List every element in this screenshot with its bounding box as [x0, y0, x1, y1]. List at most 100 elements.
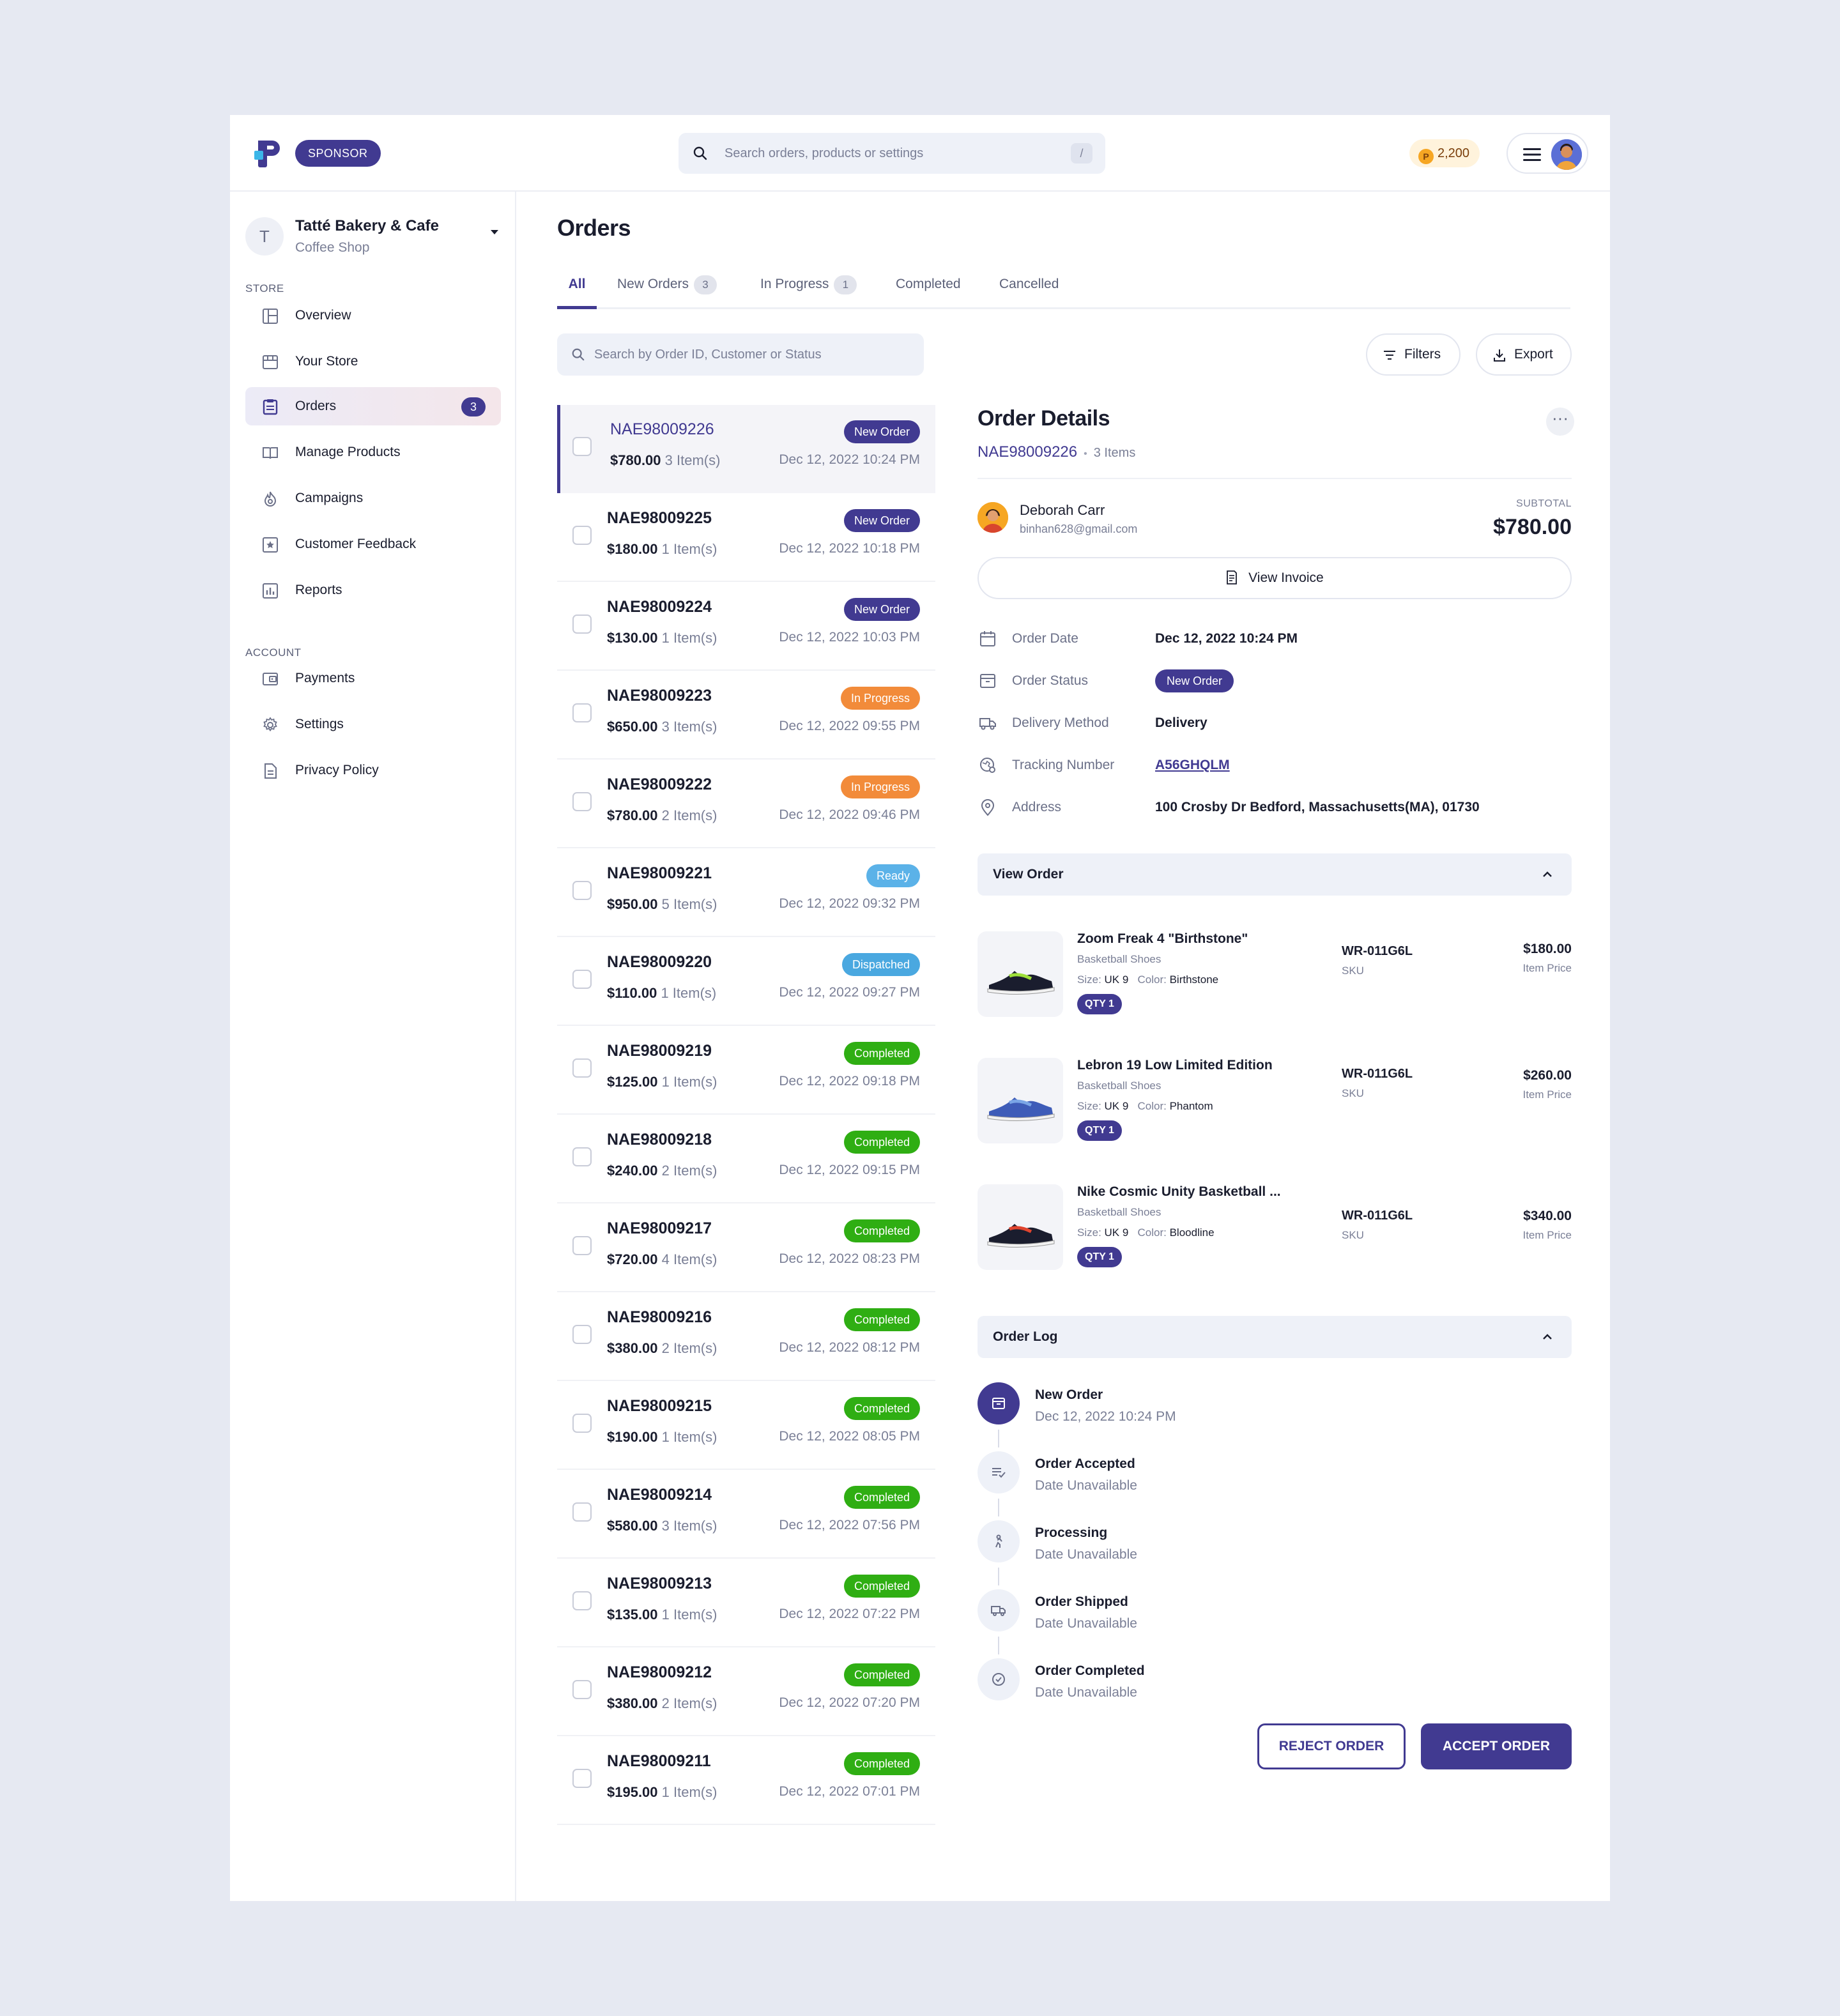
order-amount: $125.00 1 Item(s) [607, 1074, 717, 1090]
order-date: Dec 12, 2022 10:18 PM [779, 541, 920, 556]
product-item[interactable]: Lebron 19 Low Limited Edition Basketball … [977, 1058, 1572, 1160]
tab-cancelled[interactable]: Cancelled [999, 270, 1059, 309]
order-row[interactable]: NAE98009216 $380.00 2 Item(s) Completed Dec… [557, 1293, 935, 1381]
product-item[interactable]: Nike Cosmic Unity Basketball ... Basketba… [977, 1184, 1572, 1287]
filters-button[interactable]: Filters [1366, 333, 1460, 376]
order-items: 4 Item(s) [661, 1251, 717, 1267]
order-row[interactable]: NAE98009220 $110.00 1 Item(s) Dispatched De… [557, 938, 935, 1026]
tab-new-orders[interactable]: New Orders 3 [617, 270, 717, 309]
status-badge: Ready [866, 864, 920, 887]
order-checkbox[interactable] [572, 792, 592, 811]
order-checkbox[interactable] [572, 703, 592, 722]
sidebar-item-label: Payments [295, 671, 355, 685]
order-amount: $950.00 5 Item(s) [607, 896, 717, 913]
search-icon [572, 348, 585, 361]
accordion-label: Order Log [993, 1329, 1058, 1344]
order-checkbox[interactable] [572, 1236, 592, 1255]
tab-all[interactable]: All [557, 270, 597, 309]
order-checkbox[interactable] [572, 1769, 592, 1788]
export-button[interactable]: Export [1476, 333, 1572, 376]
more-options-button[interactable]: ··· [1546, 408, 1574, 436]
sidebar-item-reports[interactable]: Reports [245, 571, 501, 609]
sidebar-item-orders[interactable]: Orders 3 [245, 387, 501, 425]
order-row[interactable]: NAE98009226 $780.00 3 Item(s) New Order Dec… [557, 405, 935, 493]
search-input[interactable]: Search orders, products or settings [724, 146, 924, 160]
log-step-title: New Order [1035, 1387, 1103, 1402]
order-checkbox[interactable] [572, 437, 592, 456]
view-invoice-button[interactable]: View Invoice [977, 557, 1572, 599]
items-count: 3 Items [1093, 446, 1136, 460]
order-checkbox[interactable] [572, 1147, 592, 1166]
order-row[interactable]: NAE98009221 $950.00 5 Item(s) Ready Dec 12,… [557, 849, 935, 937]
log-step: New Order Dec 12, 2022 10:24 PM [977, 1382, 1361, 1433]
quantity-badge: QTY 1 [1077, 1247, 1122, 1267]
product-image [977, 1184, 1063, 1270]
order-row[interactable]: NAE98009215 $190.00 1 Item(s) Completed Dec… [557, 1382, 935, 1470]
order-checkbox[interactable] [572, 1502, 592, 1522]
color-label: Color: [1137, 1100, 1167, 1112]
user-menu-button[interactable] [1506, 133, 1588, 174]
sidebar-item-privacy-policy[interactable]: Privacy Policy [245, 751, 501, 790]
order-checkbox[interactable] [572, 1058, 592, 1078]
order-search[interactable]: Search by Order ID, Customer or Status [557, 333, 924, 376]
store-switcher[interactable]: T Tatté Bakery & Cafe Coffee Shop [245, 215, 501, 259]
order-id: NAE98009224 [607, 598, 712, 616]
view-invoice-label: View Invoice [1248, 570, 1324, 585]
order-row[interactable]: NAE98009224 $130.00 1 Item(s) New Order Dec… [557, 583, 935, 671]
sidebar-item-overview[interactable]: Overview [245, 296, 501, 335]
sidebar-item-your-store[interactable]: Your Store [245, 342, 501, 381]
order-row[interactable]: NAE98009225 $180.00 1 Item(s) New Order Dec… [557, 494, 935, 582]
order-row[interactable]: NAE98009217 $720.00 4 Item(s) Completed Dec… [557, 1204, 935, 1292]
product-name: Zoom Freak 4 "Birthstone" [1077, 931, 1248, 946]
order-row[interactable]: NAE98009212 $380.00 2 Item(s) Completed Dec… [557, 1648, 935, 1736]
detail-label: Tracking Number [1012, 758, 1115, 772]
timeline-connector [998, 1637, 999, 1654]
product-size: UK 9 [1104, 1100, 1129, 1112]
order-checkbox[interactable] [572, 1414, 592, 1433]
sidebar-item-manage-products[interactable]: Manage Products [245, 433, 501, 471]
order-checkbox[interactable] [572, 1325, 592, 1344]
order-row[interactable]: NAE98009218 $240.00 2 Item(s) Completed Dec… [557, 1115, 935, 1203]
gear-icon [263, 717, 277, 732]
order-checkbox[interactable] [572, 615, 592, 634]
order-row[interactable]: NAE98009223 $650.00 3 Item(s) In Progress D… [557, 671, 935, 760]
order-row[interactable]: NAE98009213 $135.00 1 Item(s) Completed Dec… [557, 1559, 935, 1647]
order-id: NAE98009217 [607, 1219, 712, 1237]
tab-completed[interactable]: Completed [896, 270, 961, 309]
order-row[interactable]: NAE98009214 $580.00 3 Item(s) Completed Dec… [557, 1470, 935, 1559]
order-checkbox[interactable] [572, 970, 592, 989]
accept-order-button[interactable]: ACCEPT ORDER [1421, 1723, 1572, 1769]
view-order-accordion[interactable]: View Order [977, 853, 1572, 896]
order-checkbox[interactable] [572, 1680, 592, 1699]
order-log-accordion[interactable]: Order Log [977, 1316, 1572, 1358]
order-total: $180.00 [607, 541, 658, 557]
tab-count-badge: 1 [834, 275, 857, 294]
order-row[interactable]: NAE98009211 $195.00 1 Item(s) Completed Dec… [557, 1737, 935, 1825]
order-amount: $380.00 2 Item(s) [607, 1340, 717, 1357]
reject-order-button[interactable]: REJECT ORDER [1257, 1723, 1406, 1769]
global-search[interactable]: Search orders, products or settings / [678, 133, 1105, 174]
order-row[interactable]: NAE98009219 $125.00 1 Item(s) Completed Dec… [557, 1027, 935, 1115]
order-search-input[interactable]: Search by Order ID, Customer or Status [594, 347, 822, 362]
order-checkbox[interactable] [572, 526, 592, 545]
order-checkbox[interactable] [572, 881, 592, 900]
order-date: Dec 12, 2022 08:12 PM [779, 1340, 920, 1355]
size-label: Size: [1077, 1100, 1101, 1112]
order-items: 1 Item(s) [661, 1429, 717, 1445]
tracking-link[interactable]: A56GHQLM [1155, 758, 1230, 772]
product-item[interactable]: Zoom Freak 4 "Birthstone" Basketball Shoe… [977, 931, 1572, 1034]
sidebar-item-customer-feedback[interactable]: Customer Feedback [245, 525, 501, 563]
order-checkbox[interactable] [572, 1591, 592, 1610]
color-label: Color: [1137, 1226, 1167, 1239]
sidebar-item-campaigns[interactable]: Campaigns [245, 479, 501, 517]
filter-icon [1384, 351, 1395, 360]
logo-icon[interactable] [254, 141, 282, 167]
points-badge[interactable]: P 2,200 [1409, 139, 1480, 167]
sidebar-item-settings[interactable]: Settings [245, 705, 501, 744]
order-amount: $380.00 2 Item(s) [607, 1695, 717, 1712]
tab-in-progress[interactable]: In Progress 1 [760, 270, 857, 309]
order-row[interactable]: NAE98009222 $780.00 2 Item(s) In Progress D… [557, 760, 935, 848]
sponsor-badge[interactable]: SPONSOR [295, 140, 381, 167]
order-total: $135.00 [607, 1607, 658, 1623]
sidebar-item-payments[interactable]: Payments [245, 659, 501, 698]
